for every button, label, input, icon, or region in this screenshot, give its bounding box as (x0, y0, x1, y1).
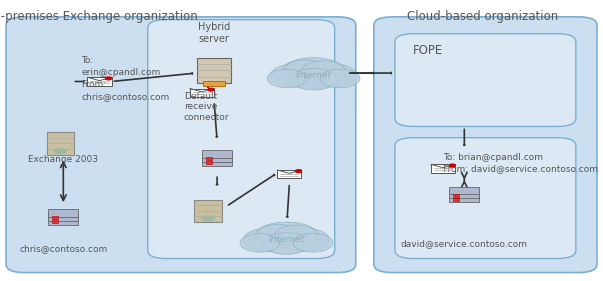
Circle shape (284, 60, 327, 80)
FancyBboxPatch shape (47, 132, 74, 155)
Text: Default
receive
connector: Default receive connector (184, 92, 229, 122)
Text: Internet: Internet (268, 235, 305, 244)
FancyBboxPatch shape (52, 216, 58, 219)
FancyBboxPatch shape (197, 58, 231, 83)
Text: Hybrid
server: Hybrid server (198, 22, 230, 44)
Circle shape (280, 228, 329, 251)
Circle shape (240, 234, 280, 252)
Circle shape (275, 225, 318, 245)
Text: FOPE: FOPE (413, 44, 443, 57)
FancyBboxPatch shape (148, 20, 335, 259)
FancyBboxPatch shape (48, 217, 78, 225)
Text: On-premises Exchange organization: On-premises Exchange organization (0, 10, 197, 23)
Circle shape (257, 224, 300, 244)
Circle shape (54, 148, 66, 154)
Circle shape (106, 77, 112, 80)
FancyBboxPatch shape (277, 170, 302, 178)
FancyBboxPatch shape (449, 191, 479, 198)
FancyBboxPatch shape (453, 198, 459, 201)
FancyBboxPatch shape (206, 157, 212, 160)
Circle shape (202, 216, 214, 221)
FancyBboxPatch shape (395, 34, 576, 126)
Circle shape (263, 233, 310, 255)
Circle shape (307, 64, 356, 87)
FancyBboxPatch shape (203, 81, 225, 86)
FancyBboxPatch shape (202, 154, 232, 162)
FancyBboxPatch shape (194, 200, 221, 222)
FancyBboxPatch shape (449, 187, 479, 194)
Circle shape (449, 164, 455, 167)
FancyBboxPatch shape (52, 220, 58, 223)
Circle shape (295, 170, 302, 173)
Circle shape (243, 228, 293, 251)
FancyBboxPatch shape (449, 194, 479, 202)
Circle shape (293, 234, 333, 252)
FancyBboxPatch shape (48, 209, 78, 217)
Circle shape (208, 88, 214, 91)
Text: Internet: Internet (295, 71, 332, 80)
Text: chris@contoso.com: chris@contoso.com (19, 244, 107, 253)
Circle shape (267, 69, 307, 88)
FancyBboxPatch shape (395, 138, 576, 259)
FancyBboxPatch shape (48, 213, 78, 221)
FancyBboxPatch shape (453, 194, 459, 197)
Text: To: brian@cpandl.com
From: david@service.contoso.com: To: brian@cpandl.com From: david@service… (443, 153, 598, 173)
FancyBboxPatch shape (202, 150, 232, 158)
FancyBboxPatch shape (190, 89, 214, 97)
Circle shape (320, 69, 360, 88)
Circle shape (290, 69, 336, 90)
Text: To:
erin@cpandl.com
From:
chris@contoso.com: To: erin@cpandl.com From: chris@contoso.… (81, 56, 169, 101)
Text: Cloud-based organization: Cloud-based organization (407, 10, 558, 23)
Circle shape (302, 61, 345, 81)
Text: david@service.contoso.com: david@service.contoso.com (401, 239, 528, 248)
FancyBboxPatch shape (431, 164, 455, 173)
Circle shape (271, 64, 320, 87)
FancyBboxPatch shape (202, 158, 232, 166)
FancyBboxPatch shape (374, 17, 597, 273)
FancyBboxPatch shape (206, 161, 212, 164)
Text: Exchange 2003: Exchange 2003 (28, 155, 98, 164)
FancyBboxPatch shape (6, 17, 356, 273)
FancyBboxPatch shape (87, 77, 112, 86)
Circle shape (253, 222, 320, 253)
Circle shape (280, 58, 347, 89)
